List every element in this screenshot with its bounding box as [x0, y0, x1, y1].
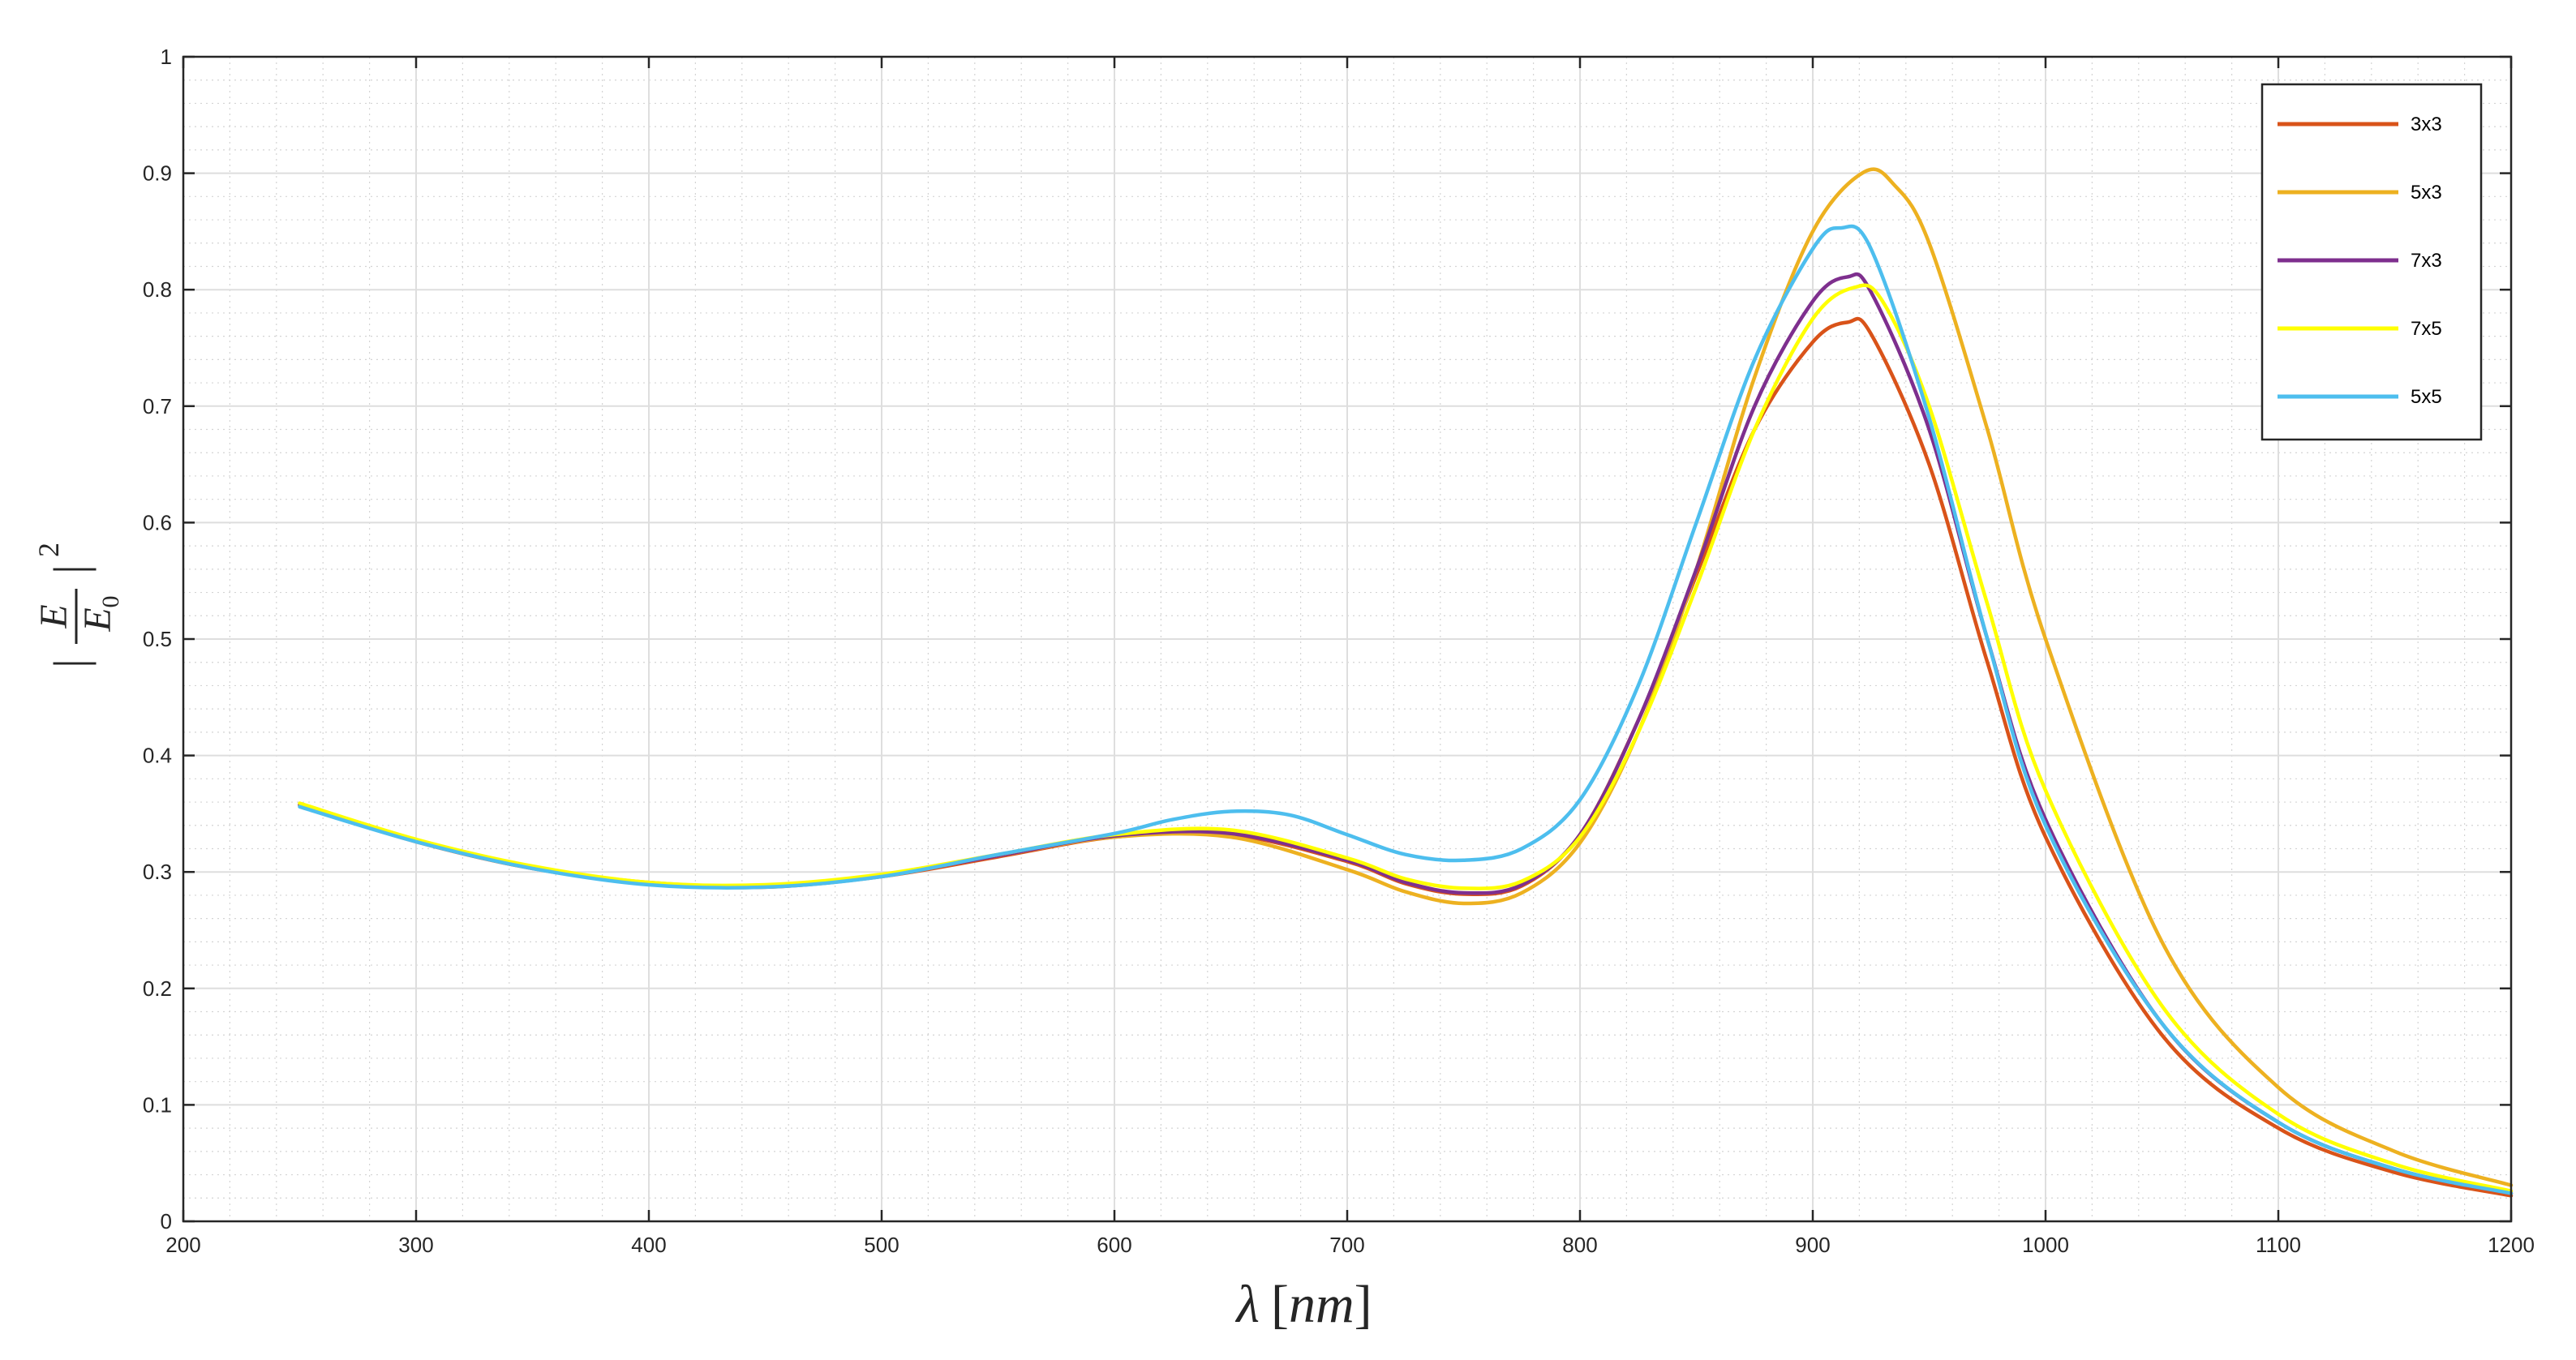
- legend-label-5x3: 5x3: [2411, 182, 2442, 204]
- x-tick-label: 800: [1562, 1233, 1597, 1257]
- legend-label-3x3: 3x3: [2411, 114, 2442, 135]
- x-tick-label: 1000: [2022, 1233, 2069, 1257]
- y-label-denominator: E: [76, 607, 119, 632]
- legend-label-5x5: 5x5: [2411, 386, 2442, 408]
- y-tick-label: 0.3: [143, 860, 172, 884]
- y-tick-label: 0.2: [143, 976, 172, 1001]
- y-tick-label: 1: [161, 45, 172, 69]
- y-axis-label: | E E 0 | 2: [32, 543, 124, 668]
- x-tick-label: 300: [398, 1233, 433, 1257]
- x-tick-labels: 200 300 400 500 600 700 800 900 1000 1100 1200: [165, 1233, 2535, 1257]
- y-tick-label: 0.9: [143, 161, 172, 186]
- y-tick-label: 0.7: [143, 394, 172, 418]
- y-label-subscript: 0: [97, 596, 124, 608]
- x-tick-label: 200: [165, 1233, 200, 1257]
- y-tick-label: 0.5: [143, 627, 172, 651]
- series-line-7x5: [298, 283, 2514, 1193]
- x-tick-label: 700: [1329, 1233, 1364, 1257]
- y-label-numerator: E: [32, 604, 75, 629]
- x-axis-label-text: λ [nm]: [1234, 1275, 1372, 1334]
- y-tick-label: 0.1: [143, 1092, 172, 1117]
- y-tick-label: 0: [161, 1209, 172, 1233]
- y-tick-label: 0.6: [143, 510, 172, 534]
- legend-label-7x3: 7x3: [2411, 250, 2442, 272]
- x-tick-label: 900: [1795, 1233, 1830, 1257]
- x-tick-label: 400: [631, 1233, 666, 1257]
- y-tick-labels: 0 0.1 0.2 0.3 0.4 0.5 0.6 0.7 0.8 0.9 1: [143, 45, 172, 1233]
- legend: 3x3 5x3 7x3 7x5 5x5: [2260, 83, 2483, 441]
- series-line-5x5: [298, 224, 2514, 1195]
- y-tick-label: 0.8: [143, 277, 172, 302]
- series-layer: [298, 167, 2514, 1198]
- y-label-bar-right: |: [44, 564, 97, 574]
- y-label-bar-left: |: [44, 659, 97, 668]
- axis-ticks: [182, 55, 2513, 1223]
- x-tick-label: 1100: [2256, 1233, 2301, 1257]
- x-tick-label: 500: [864, 1233, 899, 1257]
- x-axis-label: λ [nm]: [1234, 1275, 1372, 1334]
- x-tick-label: 600: [1097, 1233, 1131, 1257]
- legend-items: 3x3 5x3 7x3 7x5 5x5: [2278, 114, 2442, 408]
- legend-label-7x5: 7x5: [2411, 318, 2442, 340]
- y-tick-label: 0.4: [143, 744, 172, 768]
- x-tick-label: 1200: [2488, 1233, 2535, 1257]
- y-label-exponent: 2: [32, 543, 65, 557]
